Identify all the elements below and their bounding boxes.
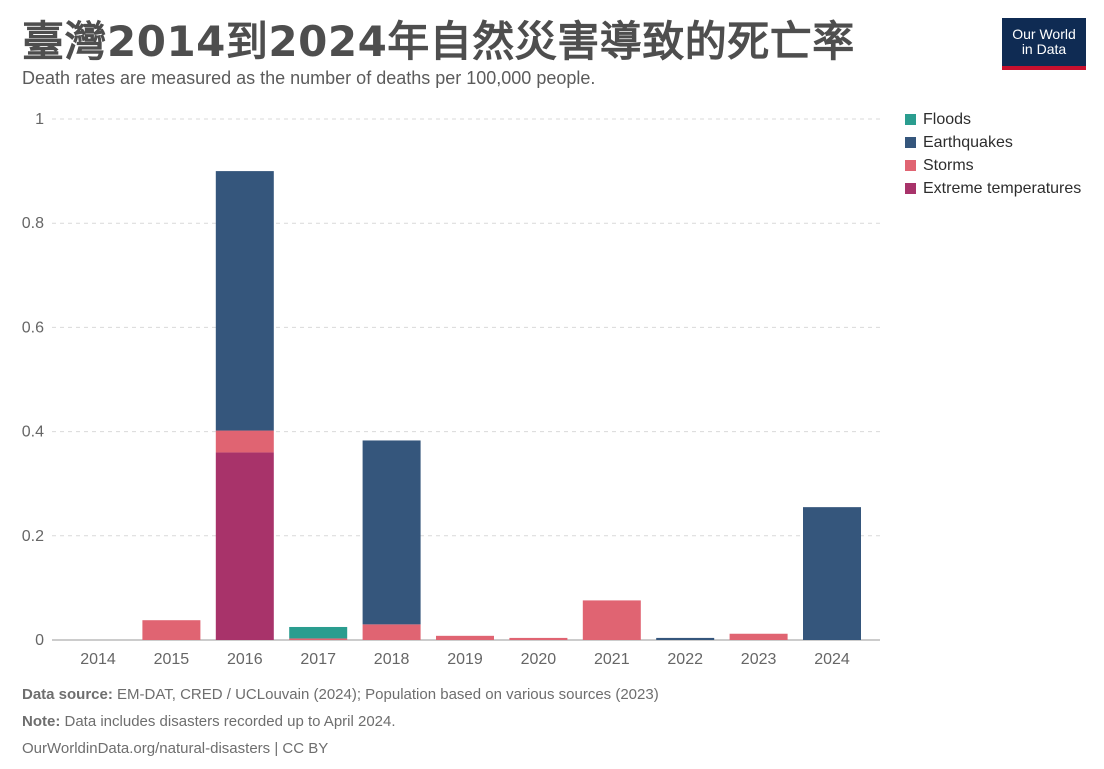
bar-floods-2017[interactable] xyxy=(289,626,348,639)
bar-earthquakes-2018[interactable] xyxy=(362,440,421,625)
bar-storms-2016[interactable] xyxy=(215,430,274,453)
x-tick-label: 2022 xyxy=(667,651,703,668)
legend-label: Earthquakes xyxy=(923,133,1013,151)
x-tick-label: 2015 xyxy=(154,651,190,668)
legend-swatch xyxy=(905,114,916,125)
legend-label: Floods xyxy=(923,110,972,128)
legend-label: Storms xyxy=(923,156,974,174)
chart-subtitle: Death rates are measured as the number o… xyxy=(22,68,596,88)
legend-swatch xyxy=(905,137,916,148)
y-tick-label: 0.6 xyxy=(22,319,44,336)
logo-line-2: in Data xyxy=(1021,41,1067,57)
x-tick-label: 2018 xyxy=(374,651,410,668)
chart-title: 臺灣2014到2024年自然災害導致的死亡率 xyxy=(22,17,855,66)
bar-extreme-temperatures-2016[interactable] xyxy=(215,452,274,640)
note-label: Note: xyxy=(22,713,61,730)
x-tick-label: 2021 xyxy=(594,651,630,668)
y-tick-label: 0.2 xyxy=(22,528,44,545)
logo-line-1: Our World xyxy=(1012,26,1076,42)
bars-layer xyxy=(142,171,861,640)
footer-source: Data source: EM-DAT, CRED / UCLouvain (2… xyxy=(22,686,659,703)
x-tick-label: 2020 xyxy=(521,651,557,668)
x-tick-label: 2019 xyxy=(447,651,483,668)
legend: Floods Earthquakes Storms Extreme temperatu… xyxy=(905,108,1081,200)
owid-logo[interactable]: Our World in Data xyxy=(1002,18,1086,70)
grid-layer: 0 0.2 0.4 0.6 0.8 1 xyxy=(22,111,880,649)
y-tick-label: 1 xyxy=(35,111,44,128)
bar-storms-2017[interactable] xyxy=(289,638,348,640)
source-text: EM-DAT, CRED / UCLouvain (2024); Populat… xyxy=(112,686,659,703)
bar-storms-2020[interactable] xyxy=(509,637,568,640)
bar-storms-2023[interactable] xyxy=(729,633,788,640)
legend-item-earthquakes[interactable]: Earthquakes xyxy=(905,131,1081,154)
bar-storms-2021[interactable] xyxy=(582,600,641,640)
y-tick-label: 0.8 xyxy=(22,215,44,232)
legend-item-storms[interactable]: Storms xyxy=(905,154,1081,177)
bar-storms-2019[interactable] xyxy=(436,635,494,640)
legend-item-floods[interactable]: Floods xyxy=(905,108,1081,131)
footer-note: Note: Data includes disasters recorded u… xyxy=(22,713,396,730)
x-axis-labels: 2014 2015 2016 2017 2018 2019 2020 2021 2022 2023… xyxy=(80,651,850,668)
footer-url[interactable]: OurWorldinData.org/natural-disasters | C… xyxy=(22,740,329,757)
source-label: Data source: xyxy=(22,686,113,703)
x-tick-label: 2014 xyxy=(80,651,116,668)
note-text: Data includes disasters recorded up to A… xyxy=(60,713,396,730)
x-tick-label: 2017 xyxy=(300,651,336,668)
x-tick-label: 2016 xyxy=(227,651,263,668)
legend-item-extreme-temperatures[interactable]: Extreme temperatures xyxy=(905,177,1081,200)
x-tick-label: 2023 xyxy=(741,651,777,668)
bar-earthquakes-2022[interactable] xyxy=(656,637,715,640)
bar-storms-2018[interactable] xyxy=(362,624,421,640)
y-tick-label: 0 xyxy=(35,632,44,649)
x-tick-label: 2024 xyxy=(814,651,850,668)
bar-earthquakes-2024[interactable] xyxy=(803,507,861,640)
legend-swatch xyxy=(905,160,916,171)
legend-label: Extreme temperatures xyxy=(923,179,1082,197)
y-tick-label: 0.4 xyxy=(22,424,44,441)
legend-swatch xyxy=(905,183,916,194)
bar-storms-2015[interactable] xyxy=(142,620,201,640)
bar-earthquakes-2016[interactable] xyxy=(215,171,274,431)
